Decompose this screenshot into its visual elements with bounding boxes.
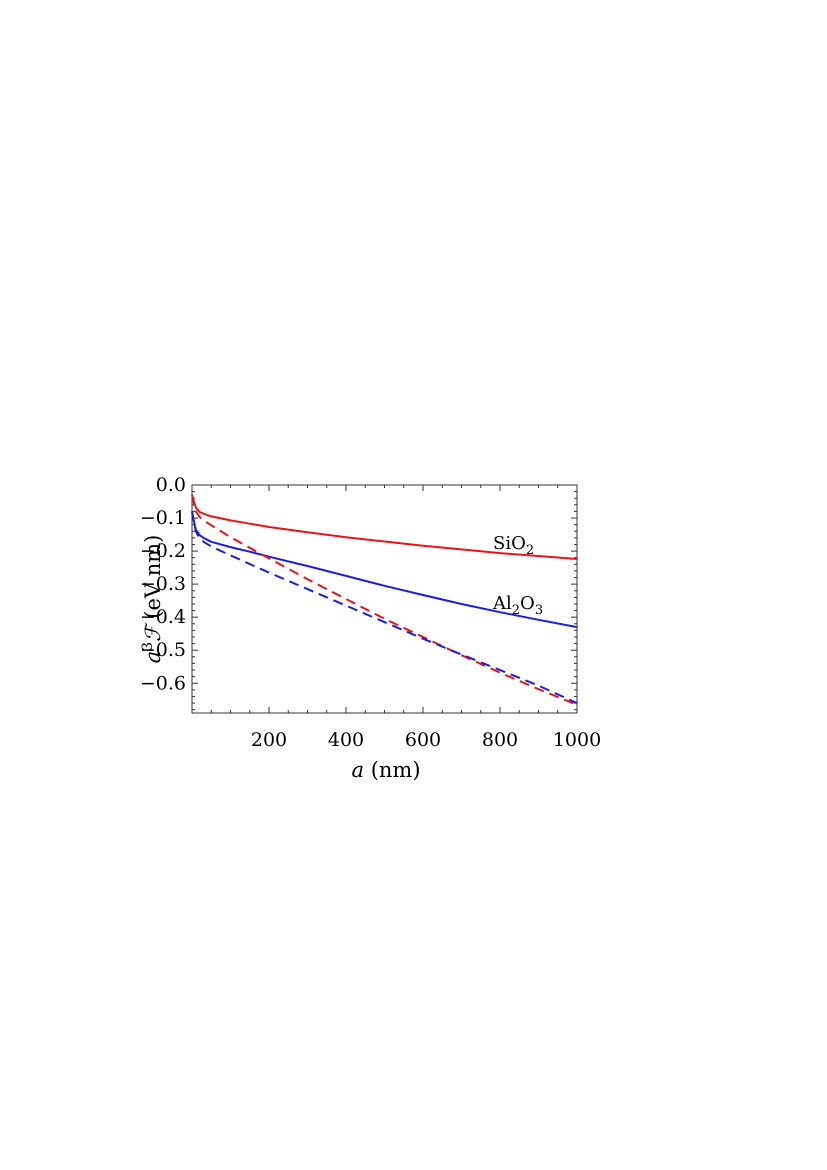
al2o3-label-o: O: [520, 593, 535, 614]
x-tick-label: 400: [328, 729, 364, 751]
series-line-sio2: [191, 494, 578, 560]
sio2-label-sub: 2: [526, 543, 534, 558]
y-axis-sym: ℱ: [141, 622, 165, 642]
al2o3-label-sub-3: 3: [535, 603, 543, 618]
x-tick-label: 1000: [553, 729, 601, 751]
series-line-al2o3: [191, 511, 578, 629]
y-tick-label: −0.4: [140, 606, 186, 628]
x-axis-unit: (nm): [371, 758, 421, 782]
y-tick-label: −0.5: [140, 639, 186, 661]
series-label-sio2: SiO2: [493, 533, 534, 558]
series-line-sio2-dashed: [191, 494, 578, 706]
y-axis-sup: 3: [140, 642, 156, 651]
x-tick-label: 200: [251, 729, 287, 751]
series-line-al2o3-dashed: [191, 511, 578, 705]
y-axis-var: a: [141, 651, 165, 664]
y-tick-label: −0.1: [140, 507, 186, 529]
x-axis-label: a (nm): [351, 758, 420, 782]
sio2-label-base: SiO: [493, 533, 526, 554]
y-tick-label: −0.2: [140, 540, 186, 562]
al2o3-label-al: Al: [492, 593, 512, 614]
al2o3-label-sub-2: 2: [512, 603, 520, 618]
y-tick-label: 0.0: [156, 474, 186, 496]
axis-ticks: [192, 484, 578, 713]
series-layer: [191, 494, 578, 706]
y-axis-label: a3ℱ (eV nm): [140, 535, 165, 664]
x-tick-label: 600: [405, 729, 441, 751]
y-tick-label: −0.3: [140, 573, 186, 595]
x-tick-label: 800: [482, 729, 518, 751]
y-tick-label: −0.6: [140, 672, 186, 694]
series-label-al2o3: Al2O3: [492, 593, 543, 618]
y-axis-unit: (eV nm): [141, 535, 165, 619]
tick-labels: 200 400 600 800 1000 0.0 −0.1 −0.2 −0.3 −0.4 −0.5 −…: [140, 474, 601, 751]
x-axis-var: a: [351, 758, 364, 782]
